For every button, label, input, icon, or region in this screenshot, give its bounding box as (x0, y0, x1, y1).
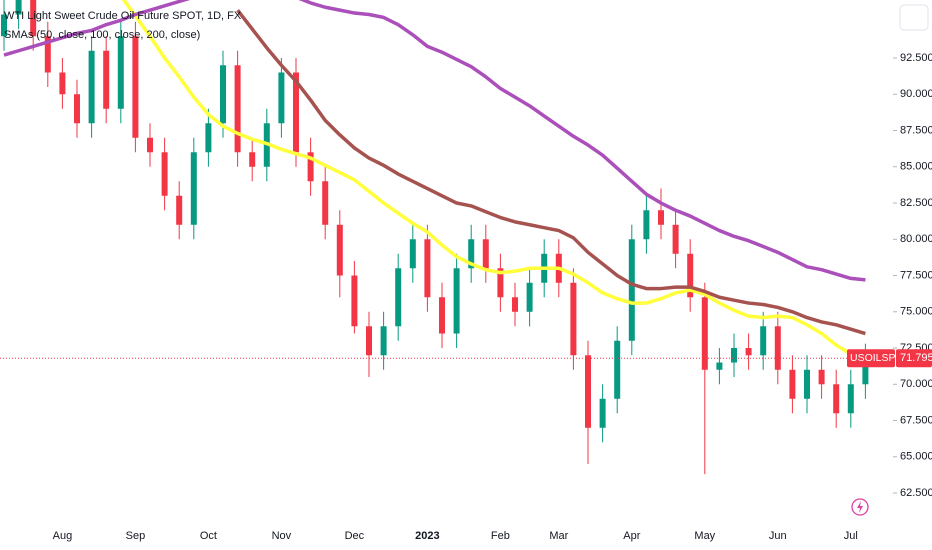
symbol-tag (847, 349, 895, 368)
candle-body (380, 326, 387, 356)
candle-body (307, 152, 314, 182)
plot-area (1, 0, 869, 475)
y-tick-label: 70.000 (900, 378, 932, 390)
candle-body (468, 239, 475, 269)
candle-body (88, 50, 95, 124)
candle-body (322, 181, 329, 225)
candle-body (716, 362, 723, 370)
candle-body (1, 14, 7, 37)
candle-body (117, 36, 124, 109)
candle-body (44, 36, 51, 73)
x-tick-label: Jul (844, 530, 858, 542)
x-tick-label: Feb (491, 530, 510, 542)
candle-body (161, 152, 168, 196)
candle-body (599, 398, 606, 428)
candle-body (176, 195, 183, 225)
x-tick-label: Jun (769, 530, 787, 542)
candle-body (30, 0, 37, 37)
candle-body (205, 123, 212, 153)
candle-body (731, 348, 737, 363)
candle-body (570, 282, 577, 356)
sma-line (3, 0, 866, 282)
candle-body (293, 72, 299, 153)
candle-body (249, 152, 256, 167)
candle-body (526, 282, 533, 312)
x-tick-label: 2023 (415, 530, 439, 542)
candle-body (672, 224, 679, 254)
candle-body (59, 72, 66, 95)
y-tick-label: 75.000 (900, 306, 932, 318)
chart-title: WTI Light Sweet Crude Oil Future SPOT, 1… (4, 10, 242, 22)
x-tick-label: Mar (549, 530, 568, 542)
x-tick-label: Dec (345, 530, 365, 542)
indicator-legend: SMAs (50, close, 100, close, 200, close) (4, 29, 200, 41)
candle-body (366, 326, 372, 356)
candle-body (395, 268, 402, 327)
y-tick-label: 80.000 (900, 233, 932, 245)
candle-body (614, 340, 621, 399)
y-tick-label: 62.500 (900, 487, 932, 499)
scale-button[interactable] (899, 4, 929, 31)
candle-body (424, 239, 431, 298)
y-tick-label: 87.500 (900, 124, 932, 136)
candle-body (74, 94, 80, 124)
candle-body (701, 297, 708, 370)
candle-body (804, 369, 810, 399)
candle-body (190, 152, 197, 225)
candle-body (760, 326, 767, 356)
y-tick-label: 67.500 (900, 414, 932, 426)
candle-body (585, 355, 591, 428)
candle-body (833, 384, 840, 414)
candle-body (351, 275, 358, 327)
price-tag (896, 349, 932, 368)
candle-body (658, 210, 664, 225)
candle-body (512, 297, 518, 312)
candle-body (234, 65, 241, 153)
x-tick-label: Sep (126, 530, 146, 542)
candle-body (103, 50, 110, 109)
candle-body (687, 253, 694, 298)
x-tick-label: Apr (623, 530, 640, 542)
y-tick-label: 77.500 (900, 269, 932, 281)
candle-body (774, 326, 781, 370)
x-tick-label: Nov (272, 530, 292, 542)
x-tick-label: Oct (200, 530, 217, 542)
price-label: 71.795 (900, 352, 932, 364)
y-tick-label: 90.000 (900, 88, 932, 100)
candle-body (862, 358, 869, 385)
symbol-label: USOILSPOT (850, 352, 911, 364)
candle-body (789, 369, 796, 399)
candle-body (336, 224, 343, 276)
y-tick-label: 65.000 (900, 451, 932, 463)
candle-body (278, 72, 285, 124)
x-tick-label: May (694, 530, 715, 542)
y-tick-label: 82.500 (900, 197, 932, 209)
candle-body (453, 268, 460, 334)
candle-body (497, 268, 504, 298)
candle-body (132, 36, 139, 138)
y-tick-label: 85.000 (900, 161, 932, 173)
candle-body (745, 348, 752, 356)
candle-body (818, 369, 825, 385)
candle-body (15, 0, 22, 15)
candle-body (482, 239, 489, 269)
x-tick-label: Aug (53, 530, 73, 542)
candle-body (439, 297, 445, 334)
candle-body (409, 239, 416, 269)
sma-line (121, 0, 866, 360)
candle-body (147, 137, 153, 153)
y-tick-label: 92.500 (900, 52, 932, 64)
candle-body (220, 65, 226, 124)
candle-body (643, 210, 650, 240)
candle-body (628, 239, 635, 341)
sma-line (236, 9, 866, 336)
candle-body (847, 384, 854, 414)
lightning-icon (851, 498, 869, 516)
